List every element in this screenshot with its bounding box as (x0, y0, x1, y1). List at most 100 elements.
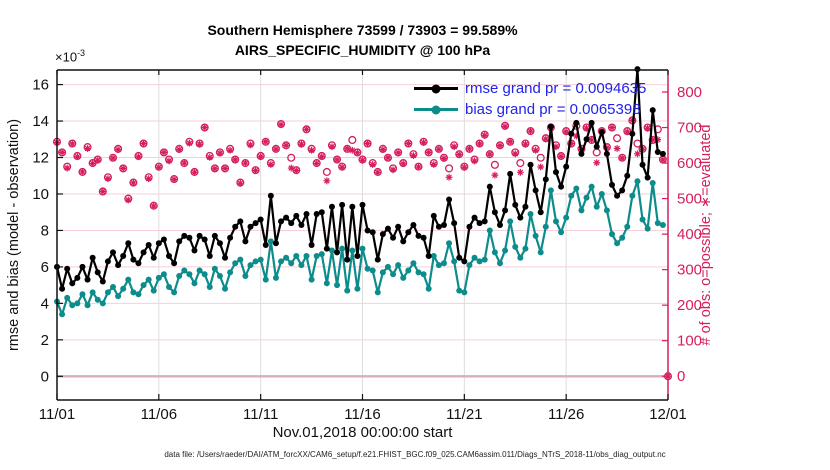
obs-evaluated-marker (618, 154, 626, 162)
rmse-series-point (527, 161, 534, 168)
bias-series-point (252, 258, 259, 265)
bias-series-point (303, 252, 310, 259)
obs-evaluated-marker (180, 159, 188, 167)
rmse-series-point (639, 161, 646, 168)
bias-series-point (166, 283, 173, 290)
obs-evaluated-marker (552, 143, 560, 151)
rmse-series-point (603, 150, 610, 157)
rmse-series-point (537, 209, 544, 216)
bias-series-point (379, 269, 386, 276)
rmse-series-point (222, 254, 229, 261)
obs-evaluated-marker (343, 145, 351, 153)
rmse-series-point (130, 256, 137, 263)
bias-series-point (186, 271, 193, 278)
bias-series-point (563, 214, 570, 221)
rmse-series-point (145, 242, 152, 249)
rmse-series-point (206, 252, 213, 259)
bias-series-point (104, 289, 111, 296)
obs-evaluated-marker (404, 140, 412, 147)
bias-series-point (496, 260, 503, 267)
obs-evaluated-marker (455, 151, 463, 158)
rmse-series-point (69, 280, 76, 287)
obs-evaluated-marker (277, 121, 285, 129)
obs-evaluated-marker (481, 131, 489, 139)
bias-series-point (542, 223, 549, 230)
obs-evaluated-marker (450, 143, 458, 151)
obs-evaluated-marker (68, 140, 76, 148)
obs-evaluated-marker (170, 176, 178, 183)
x-axis-label: Nov.01,2018 00:00:00 start (272, 424, 453, 441)
rmse-series-point (491, 209, 498, 216)
bias-series-point (354, 285, 361, 292)
bias-series-point (634, 178, 641, 185)
obs-evaluated-marker (206, 153, 214, 161)
rmse-series-point (84, 276, 91, 283)
y-left-tick-label: 4 (41, 295, 49, 312)
bias-series-point (64, 294, 71, 301)
obs-evaluated-marker (318, 153, 326, 161)
rmse-series-point (262, 242, 269, 249)
bias-series-point (130, 289, 137, 296)
obs-evaluated-marker (654, 136, 662, 144)
rmse-series-point (542, 176, 549, 183)
rmse-series-point (552, 169, 559, 176)
rmse-series-point (94, 269, 101, 276)
rmse-series-point (466, 223, 473, 230)
rmse-series-point (558, 183, 565, 190)
bias-legend-marker-icon (414, 108, 458, 111)
rmse-series-point (456, 254, 463, 261)
rmse-series-point (425, 252, 432, 259)
bias-series-point (624, 223, 631, 230)
rmse-series-point (328, 203, 335, 210)
rmse-series-point (64, 265, 71, 272)
bias-series-point (84, 302, 91, 309)
bias-series-point (262, 276, 269, 283)
obs-evaluated-marker (94, 156, 102, 164)
rmse-series-point (186, 234, 193, 241)
y-right-tick-label: 500 (677, 191, 702, 208)
obs-evaluated-marker (267, 161, 275, 168)
rmse-series-point (547, 123, 554, 130)
y-right-tick-label: 600 (677, 155, 702, 172)
bias-series-point (359, 245, 366, 252)
rmse-series-point (614, 192, 621, 199)
obs-evaluated-marker (369, 161, 377, 168)
obs-possible-marker (490, 160, 499, 169)
x-tick-label: 12/01 (649, 406, 687, 423)
obs-evaluated-marker (201, 124, 209, 131)
obs-evaluated-marker (430, 161, 438, 168)
legend-item-bias: bias grand pr = 0.0065398 (414, 99, 646, 120)
rmse-series-point (354, 252, 361, 259)
bias-series-point (608, 231, 615, 238)
obs-evaluated-marker (364, 140, 371, 147)
rmse-series-point (79, 263, 86, 270)
bias-series-point (440, 260, 447, 267)
bias-series-point (410, 260, 417, 267)
bias-series-point (374, 289, 381, 296)
rmse-series-point (120, 252, 127, 259)
obs-possible-marker (516, 159, 525, 168)
bias-series-point (349, 247, 356, 254)
obs-evaluated-marker (89, 160, 97, 167)
rmse-series-point (608, 181, 615, 188)
rmse-series-point (496, 221, 503, 228)
obs-evaluated-marker (262, 138, 270, 146)
bias-series-point (517, 254, 524, 261)
rmse-series-point (267, 192, 274, 199)
y-axis-multiplier-base: ×10 (55, 49, 78, 65)
bias-series-point (405, 267, 412, 274)
rmse-series-point (461, 258, 468, 265)
obs-evaluated-marker (374, 168, 382, 176)
obs-possible-marker (592, 148, 601, 157)
obs-evaluated-marker (516, 168, 524, 176)
obs-evaluated-marker (84, 145, 91, 152)
bias-series-point (435, 262, 442, 269)
rmse-series-point (257, 216, 264, 223)
bias-series-point (283, 254, 290, 261)
x-tick-label: 11/06 (141, 406, 177, 423)
bias-series-point (247, 262, 254, 269)
rmse-series-point (659, 150, 666, 157)
bias-series-point (211, 265, 218, 272)
rmse-series-point (395, 223, 402, 230)
